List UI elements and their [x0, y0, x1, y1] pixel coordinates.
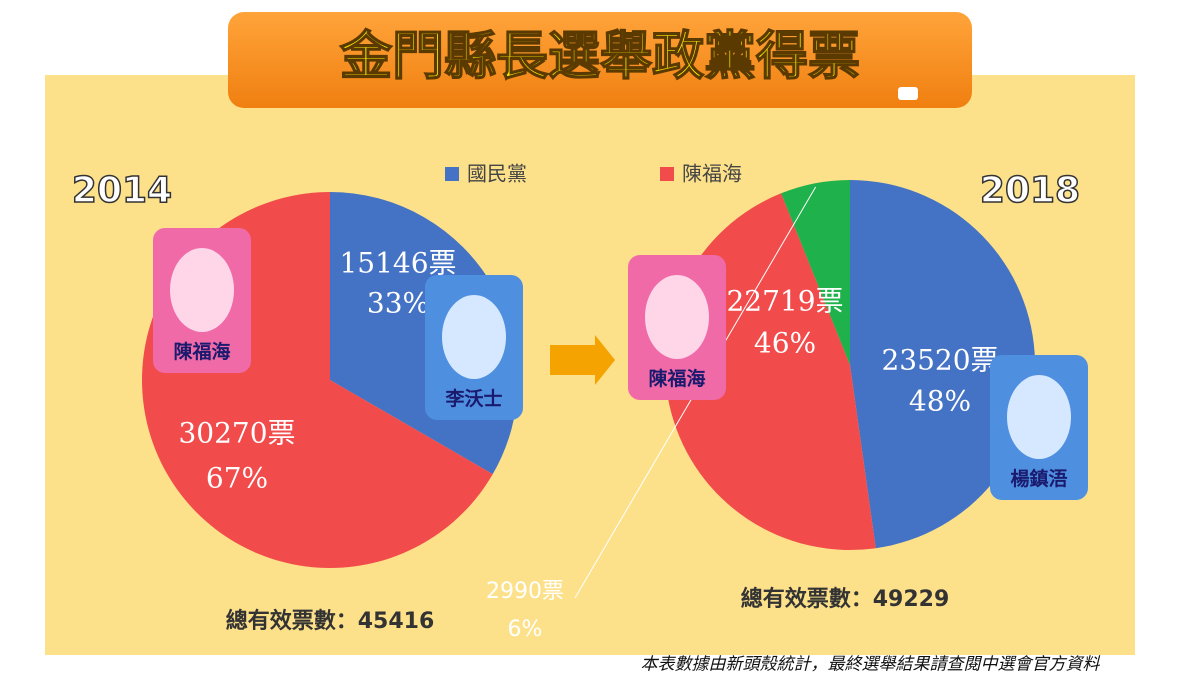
value-label: 30270票	[178, 417, 295, 450]
pie-slice	[850, 180, 1035, 549]
candidate-name: 陳福海	[173, 340, 230, 363]
arrow	[550, 335, 615, 385]
candidate-face	[645, 275, 709, 359]
pie-chart: 2018 23520票 48% 22719票 46% 2990票 6% 楊鎮浯 陳福海總有效票數…	[486, 169, 1088, 642]
value-label: 23520票	[881, 344, 998, 377]
percent-label: 33%	[367, 287, 429, 320]
legend-label: 國民黨	[467, 162, 527, 186]
legend-swatch	[445, 167, 459, 181]
page-title: 金門縣長選舉政黨得票	[339, 27, 860, 87]
candidate-name: 陳福海	[648, 367, 705, 390]
candidate-name: 楊鎮浯	[1010, 467, 1067, 490]
year-label: 2018	[980, 170, 1080, 211]
pie-slice	[781, 180, 850, 365]
title-box	[228, 12, 972, 108]
total-votes: 總有效票數：49229	[741, 586, 950, 612]
candidate-face	[442, 295, 506, 379]
candidate-name: 李沃士	[444, 387, 502, 410]
value-label: 2990票	[486, 579, 564, 604]
percent-label: 48%	[909, 385, 971, 418]
legend-swatch	[660, 167, 674, 181]
legend: 國民黨 陳福海	[445, 162, 742, 186]
comment-icon	[898, 87, 918, 100]
value-label: 22719票	[726, 285, 843, 318]
total-votes: 總有效票數：45416	[226, 608, 435, 634]
note: 本表數據由新頭殼統計，最終選舉結果請查閱中選會官方資料	[641, 655, 1101, 675]
value-label: 15146票	[339, 247, 456, 280]
percent-label: 67%	[206, 462, 268, 495]
year-label: 2014	[72, 170, 172, 211]
legend-label: 陳福海	[682, 162, 742, 186]
candidate-face	[1007, 375, 1071, 459]
charts: 201415146票33%30270票67%李沃士陳福海總有效票數：454162…	[71, 169, 1088, 642]
percent-label: 46%	[754, 327, 816, 360]
percent-label: 6%	[508, 617, 543, 642]
candidate-face	[170, 248, 234, 332]
